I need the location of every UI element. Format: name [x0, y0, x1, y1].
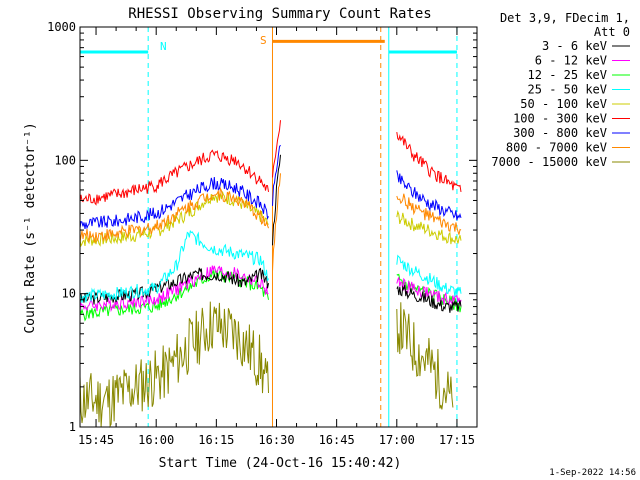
series-line-7-seg-1 — [272, 173, 281, 272]
series-line-8-seg-1 — [396, 302, 454, 410]
legend-label-3: 25 - 50 keV — [528, 83, 607, 97]
series-line-0-seg-2 — [396, 284, 462, 313]
plot-frame — [79, 26, 478, 428]
chart-title: RHESSI Observing Summary Count Rates — [128, 6, 431, 22]
legend-label-1: 6 - 12 keV — [535, 54, 607, 68]
series-line-6-seg-0 — [79, 177, 269, 230]
series-line-1-seg-0 — [79, 265, 269, 313]
legend-label-7: 800 - 7000 keV — [506, 141, 607, 155]
x-tick-label-0: 15:45 — [78, 433, 114, 447]
ticks-layer: 1 10 100 1000 15:45 16:00 16:15 16:30 16:45 17:00… — [47, 20, 478, 447]
y-axis-label: Count Rate (s⁻¹ detector⁻¹) — [23, 122, 38, 333]
y-tick-label-3: 1000 — [47, 20, 76, 34]
series-line-3-seg-1 — [396, 254, 462, 298]
x-axis-label: Start Time (24-Oct-16 15:40:42) — [159, 456, 402, 471]
legend-label-4: 50 - 100 keV — [520, 97, 607, 111]
x-tick-label-1: 16:00 — [138, 433, 174, 447]
series-line-6-seg-2 — [396, 170, 462, 221]
series-line-2-seg-1 — [396, 273, 462, 313]
legend-label-6: 300 - 800 keV — [513, 126, 607, 140]
y-tick-label-0: 1 — [69, 420, 76, 434]
legend-label-8: 7000 - 15000 keV — [491, 155, 607, 169]
series-line-0-seg-1 — [272, 154, 281, 246]
x-tick-label-2: 16:15 — [198, 433, 234, 447]
legend-label-2: 12 - 25 keV — [528, 68, 607, 82]
series-line-0-seg-0 — [79, 267, 269, 305]
series-layer — [79, 120, 462, 428]
series-line-6-seg-1 — [272, 144, 281, 206]
saa-annotation: S — [260, 34, 267, 47]
x-tick-label-5: 17:00 — [379, 433, 415, 447]
series-line-7-seg-0 — [79, 186, 269, 244]
x-tick-label-3: 16:30 — [258, 433, 294, 447]
night-annotation: N — [160, 40, 167, 53]
series-line-4-seg-1 — [396, 209, 462, 245]
x-tick-label-4: 16:45 — [319, 433, 355, 447]
y-tick-label-1: 10 — [62, 287, 76, 301]
legend-label-5: 100 - 300 keV — [513, 112, 607, 126]
series-line-8-seg-0 — [79, 301, 269, 428]
series-line-5-seg-0 — [79, 149, 269, 206]
y-tick-label-2: 100 — [54, 153, 76, 167]
series-line-5-seg-2 — [396, 132, 462, 192]
x-tick-label-6: 17:15 — [439, 433, 475, 447]
legend-header-line2: Att 0 — [594, 25, 630, 39]
footer-timestamp: 1-Sep-2022 14:56 — [549, 468, 636, 478]
series-line-5-seg-1 — [272, 120, 281, 178]
series-line-3-seg-0 — [79, 229, 269, 303]
legend-header-line1: Det 3,9, FDecim 1, — [500, 11, 630, 25]
series-line-7-seg-2 — [396, 193, 462, 235]
legend-label-0: 3 - 6 keV — [542, 39, 607, 53]
